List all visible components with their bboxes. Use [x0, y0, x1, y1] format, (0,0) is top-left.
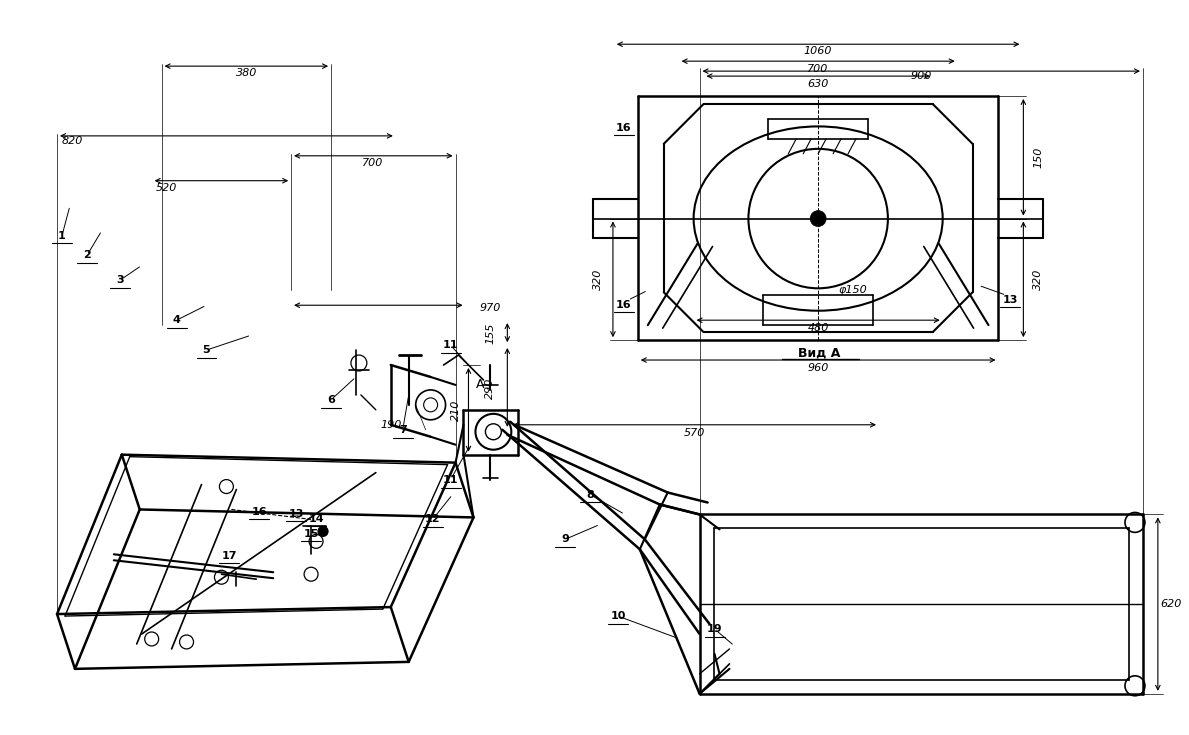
Text: φ150: φ150: [838, 285, 868, 295]
Circle shape: [317, 526, 328, 537]
Text: 9: 9: [561, 534, 570, 545]
Text: 13: 13: [1002, 295, 1018, 305]
Text: 16: 16: [251, 507, 268, 517]
Text: 320: 320: [593, 269, 603, 290]
Text: 11: 11: [442, 475, 458, 484]
Text: 155: 155: [485, 323, 496, 344]
Text: 380: 380: [235, 68, 257, 78]
Text: 700: 700: [807, 64, 829, 74]
Text: 16: 16: [616, 300, 631, 310]
Text: 190: 190: [380, 420, 402, 430]
Text: 900: 900: [910, 71, 931, 81]
Text: 11: 11: [442, 340, 458, 350]
Text: Вид А: Вид А: [798, 347, 841, 359]
Text: 1060: 1060: [804, 46, 832, 56]
Text: 14: 14: [308, 514, 323, 525]
Text: 820: 820: [62, 136, 83, 146]
Text: 1: 1: [58, 231, 65, 240]
Text: 210: 210: [451, 399, 460, 420]
Text: 13: 13: [289, 509, 304, 520]
Text: 290: 290: [485, 377, 496, 398]
Text: 16: 16: [616, 123, 631, 133]
Text: 960: 960: [807, 363, 829, 373]
Text: А: А: [476, 379, 485, 392]
Text: 12: 12: [424, 514, 440, 525]
Text: 620: 620: [1160, 599, 1182, 609]
Text: 700: 700: [363, 158, 384, 168]
Text: 6: 6: [327, 395, 335, 405]
Text: 320: 320: [1033, 269, 1043, 290]
Text: 8: 8: [586, 490, 593, 500]
Text: 19: 19: [706, 624, 723, 634]
Text: 570: 570: [684, 428, 705, 438]
Text: 7: 7: [398, 425, 407, 435]
Text: 480: 480: [807, 323, 829, 333]
Text: 5: 5: [202, 345, 210, 355]
Text: 520: 520: [156, 183, 177, 193]
Text: 15: 15: [303, 529, 319, 539]
Text: 150: 150: [1033, 147, 1043, 168]
Text: 970: 970: [479, 304, 501, 313]
Text: 2: 2: [83, 251, 90, 260]
Text: 3: 3: [117, 276, 124, 285]
Text: 630: 630: [807, 79, 829, 89]
Text: 10: 10: [610, 611, 625, 621]
Text: 17: 17: [221, 551, 237, 562]
Text: 4: 4: [172, 315, 181, 325]
Circle shape: [810, 211, 826, 226]
